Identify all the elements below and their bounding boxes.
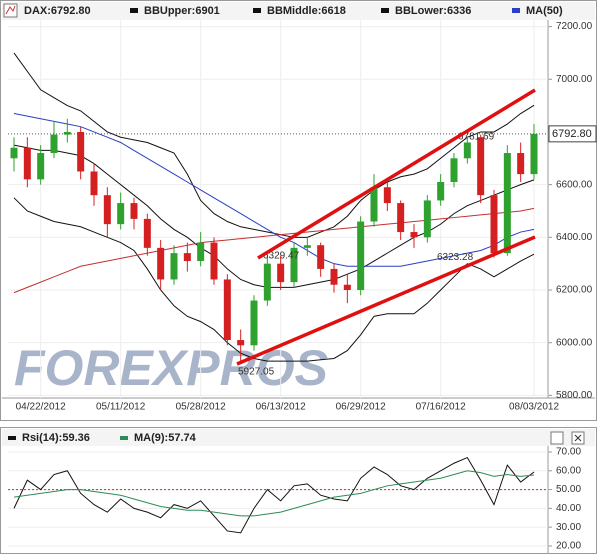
legend-swatch bbox=[8, 436, 16, 440]
candle-body bbox=[410, 232, 418, 238]
candle-body bbox=[317, 245, 325, 269]
candle-body bbox=[343, 284, 351, 290]
candle-body bbox=[277, 263, 285, 283]
legend-entry: BBLower:6336 bbox=[395, 5, 471, 17]
candle-body bbox=[530, 133, 538, 175]
rsi-legend-bar bbox=[2, 429, 595, 446]
candle-body bbox=[143, 218, 151, 248]
candle-body bbox=[170, 253, 178, 280]
candle-body bbox=[210, 242, 218, 280]
candle-body bbox=[517, 153, 525, 175]
legend-swatch bbox=[130, 8, 138, 13]
y-tick-label: 6600.00 bbox=[556, 179, 593, 190]
x-tick-label: 04/22/2012 bbox=[16, 402, 66, 413]
candle-body bbox=[77, 131, 85, 172]
symbol-label: DAX:6792.80 bbox=[24, 5, 91, 17]
candle-body bbox=[63, 131, 71, 135]
x-tick-label: 05/28/2012 bbox=[176, 402, 226, 413]
y-tick-label: 50.00 bbox=[556, 484, 581, 495]
candle-body bbox=[357, 221, 365, 290]
x-tick-label: 08/03/2012 bbox=[509, 402, 559, 413]
candle-body bbox=[183, 253, 191, 262]
legend-entry: MA(9):57.74 bbox=[134, 432, 197, 444]
y-tick-label: 7200.00 bbox=[556, 21, 593, 32]
candle-body bbox=[290, 247, 298, 283]
candle-body bbox=[503, 153, 511, 254]
candle-body bbox=[397, 203, 405, 233]
legend-swatch bbox=[253, 8, 261, 13]
overlay-line bbox=[13, 207, 535, 294]
candle-body bbox=[463, 142, 471, 159]
rsi-frame bbox=[0, 427, 597, 554]
x-tick-label: 05/11/2012 bbox=[96, 402, 146, 413]
legend-swatch bbox=[512, 8, 520, 13]
watermark: FOREXPROS bbox=[14, 340, 328, 396]
legend-entry: MA(50) bbox=[526, 5, 563, 17]
y-tick-label: 20.00 bbox=[556, 541, 581, 552]
candle-body bbox=[423, 200, 431, 238]
candle-body bbox=[157, 247, 165, 280]
trend-line bbox=[236, 235, 536, 366]
overlay-line bbox=[13, 144, 535, 288]
y-tick-label: 40.00 bbox=[556, 503, 581, 514]
candle-body bbox=[477, 137, 485, 196]
candle-body bbox=[117, 203, 125, 225]
candle-body bbox=[103, 195, 111, 225]
last-price-label: 6792.80 bbox=[552, 128, 592, 140]
legend-entry: BBMiddle:6618 bbox=[267, 5, 346, 17]
candle-body bbox=[383, 187, 391, 204]
candle-body bbox=[223, 279, 231, 341]
candle-body bbox=[437, 182, 445, 201]
candle-body bbox=[370, 187, 378, 222]
candle-body bbox=[330, 268, 338, 285]
candle-body bbox=[197, 242, 205, 262]
x-tick-label: 06/29/2012 bbox=[336, 402, 386, 413]
annotation: 6781.69 bbox=[458, 131, 495, 142]
y-tick-label: 30.00 bbox=[556, 522, 581, 533]
candle-body bbox=[490, 195, 498, 254]
overlay-line bbox=[13, 197, 535, 362]
candle-body bbox=[50, 134, 58, 154]
legend-swatch bbox=[120, 436, 128, 440]
candle-body bbox=[37, 153, 45, 180]
x-tick-label: 06/13/2012 bbox=[256, 402, 306, 413]
trend-line bbox=[257, 88, 536, 260]
legend-swatch bbox=[381, 8, 389, 13]
candle-body bbox=[237, 340, 245, 346]
menu-button[interactable] bbox=[3, 3, 18, 18]
candle-body bbox=[250, 300, 258, 346]
settings-button[interactable] bbox=[550, 431, 564, 445]
last-price-box bbox=[548, 125, 597, 143]
candle-body bbox=[303, 245, 311, 248]
close-icon bbox=[574, 434, 582, 442]
price-panel: 5800.00 6000.00 6200.00 6400.00 6600.00 7000.… bbox=[8, 5, 597, 413]
candle-body bbox=[450, 158, 458, 182]
y-tick-label: 7000.00 bbox=[556, 74, 593, 85]
annotation: 5927.05 bbox=[238, 367, 275, 378]
legend-bar bbox=[2, 2, 595, 20]
y-tick-label: 70.00 bbox=[556, 447, 581, 458]
rsi-line bbox=[13, 456, 535, 534]
menu-icon bbox=[5, 5, 16, 15]
y-tick-label: 6200.00 bbox=[556, 285, 593, 296]
annotation: 6329.47 bbox=[263, 251, 300, 262]
candle-body bbox=[130, 203, 138, 219]
legend-entry: Rsi(14):59.36 bbox=[22, 432, 90, 444]
candle-body bbox=[263, 263, 271, 301]
overlay-line bbox=[13, 113, 535, 267]
y-tick-label: 60.00 bbox=[556, 465, 581, 476]
annotation: 6323.28 bbox=[437, 252, 474, 263]
y-tick-label: 5800.00 bbox=[556, 390, 593, 401]
candle-body bbox=[10, 147, 18, 159]
legend-entry: BBUpper:6901 bbox=[144, 5, 220, 17]
y-tick-label: 6400.00 bbox=[556, 232, 593, 243]
candle-body bbox=[90, 171, 98, 196]
x-tick-label: 07/16/2012 bbox=[416, 402, 466, 413]
candle-body bbox=[23, 147, 31, 180]
y-tick-label: 6000.00 bbox=[556, 337, 593, 348]
rsi-panel: 20.00 30.00 40.00 50.00 60.00 70.00 Rsi(14):59… bbox=[8, 432, 581, 552]
rsi-line bbox=[13, 470, 535, 517]
